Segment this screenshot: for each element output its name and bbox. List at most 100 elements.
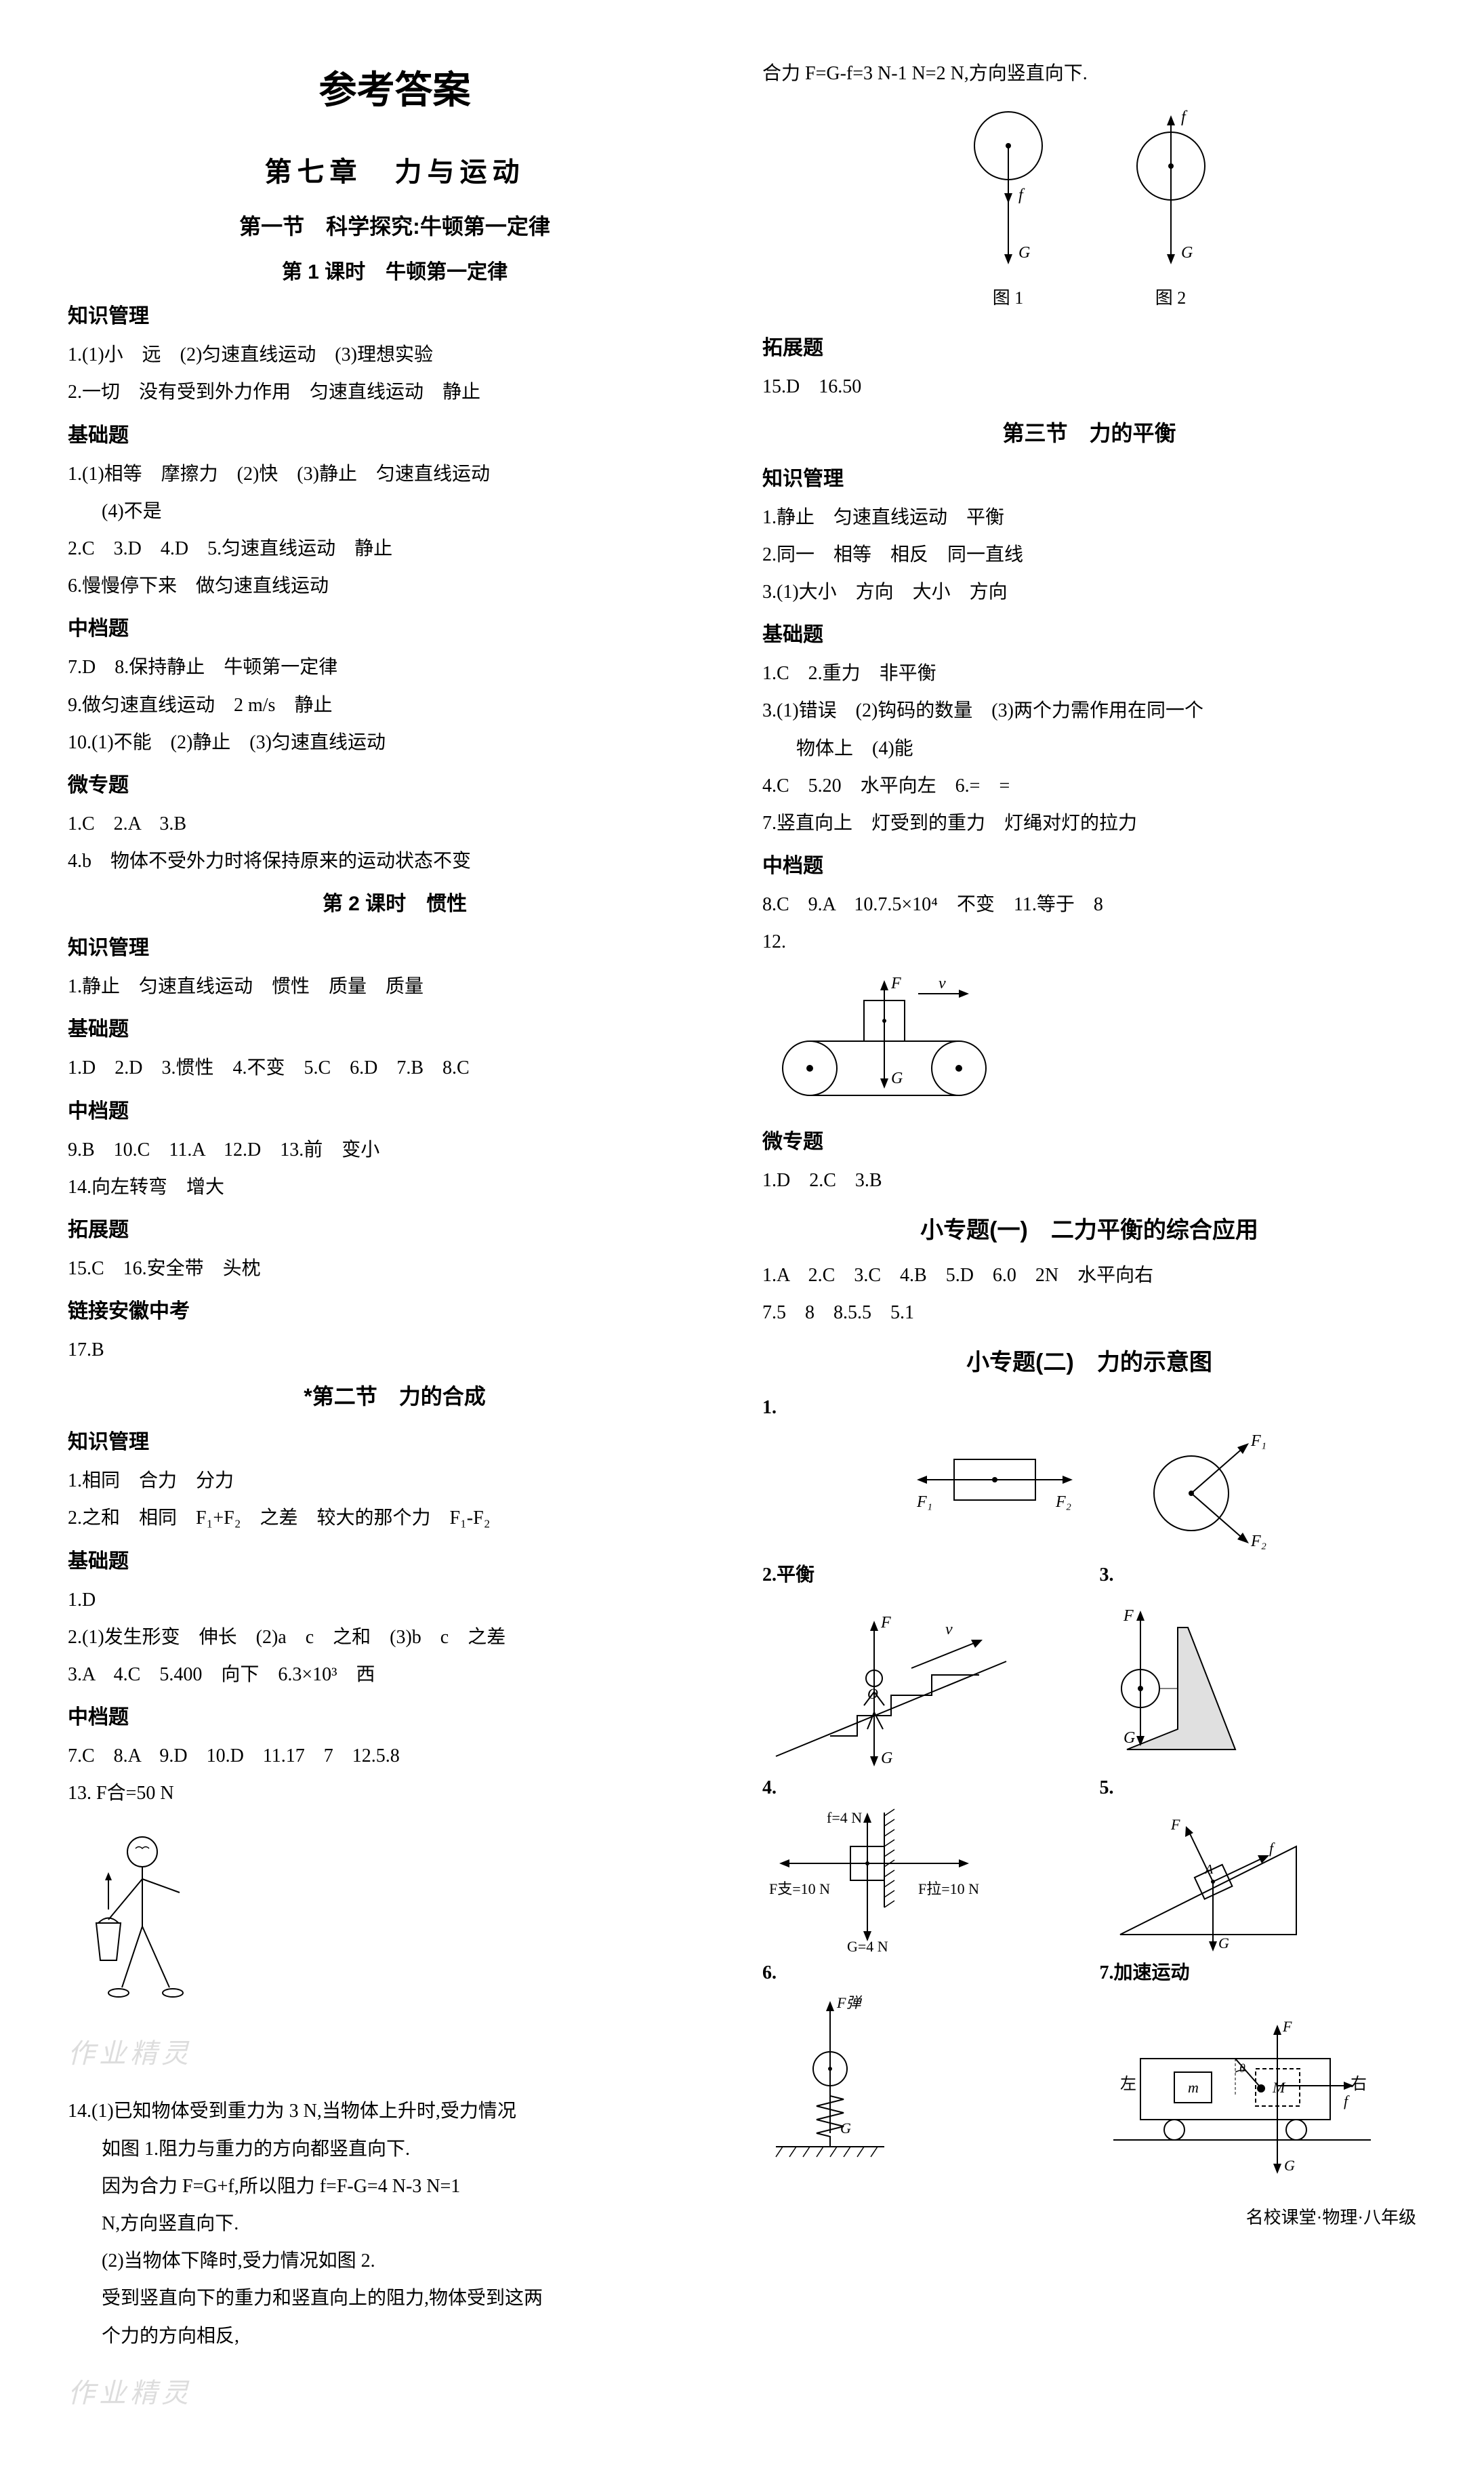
micro-header: 微专题 xyxy=(762,1123,1416,1161)
fig-num-3: 3. xyxy=(1100,1564,1114,1585)
svg-text:F₁: F₁ xyxy=(916,1493,932,1511)
svg-text:F₁: F₁ xyxy=(1250,1432,1266,1450)
text-line: 9.B 10.C 11.A 12.D 13.前 变小 xyxy=(68,1132,722,1168)
text-line: 7.D 8.保持静止 牛顿第一定律 xyxy=(68,649,722,685)
text-line: 1.A 2.C 3.C 4.B 5.D 6.0 2N 水平向右 xyxy=(762,1257,1416,1293)
svg-text:右: 右 xyxy=(1351,2075,1367,2093)
text-line: 受到竖直向下的重力和竖直向上的阻力,物体受到这两 xyxy=(68,2280,722,2316)
text-line: 个力的方向相反, xyxy=(68,2318,722,2354)
mid-header: 中档题 xyxy=(68,609,722,648)
svg-text:G: G xyxy=(840,2120,851,2137)
svg-text:G: G xyxy=(1284,2157,1295,2174)
chapter-title: 第七章 力与运动 xyxy=(68,146,722,198)
lesson1-title: 第 1 课时 牛顿第一定律 xyxy=(68,253,722,291)
text-line: 1.(1)小 远 (2)匀速直线运动 (3)理想实验 xyxy=(68,337,722,373)
text-line: 1.C 2.重力 非平衡 xyxy=(762,655,1416,691)
fig-num-6: 6. xyxy=(762,1962,777,1983)
figure-circles: f G 图 1 f xyxy=(762,105,1416,315)
figure-7: 7.加速运动 m M θ xyxy=(1100,1955,1417,2181)
text-line: 2.C 3.D 4.D 5.匀速直线运动 静止 xyxy=(68,531,722,567)
text-line: 6.慢慢停下来 做匀速直线运动 xyxy=(68,568,722,604)
svg-text:v: v xyxy=(939,975,946,992)
text-line: 4.b 物体不受外力时将保持原来的运动状态不变 xyxy=(68,843,722,879)
mid-header: 中档题 xyxy=(68,1092,722,1131)
svg-text:G: G xyxy=(1218,1935,1229,1952)
micro-header: 微专题 xyxy=(68,766,722,805)
svg-text:f=4 N: f=4 N xyxy=(827,1809,862,1826)
text-line: 1.(1)相等 摩擦力 (2)快 (3)静止 匀速直线运动 xyxy=(68,456,722,492)
text-line: 2.同一 相等 相反 同一直线 xyxy=(762,537,1416,573)
text-line: 物体上 (4)能 xyxy=(762,731,1416,767)
fig-num-5: 5. xyxy=(1100,1777,1114,1798)
svg-text:G: G xyxy=(1018,244,1030,262)
text-line: 9.做匀速直线运动 2 m/s 静止 xyxy=(68,687,722,723)
text-line: 1.C 2.A 3.B xyxy=(68,806,722,842)
text-line: 13. F合=50 N xyxy=(68,1775,722,1811)
fig1-label: 图 1 xyxy=(947,281,1069,315)
fig2-label: 图 2 xyxy=(1110,281,1232,315)
svg-text:f: f xyxy=(1018,186,1025,204)
figure-5: 5. A F f G xyxy=(1100,1770,1417,1955)
text-line: 3.(1)大小 方向 大小 方向 xyxy=(762,574,1416,610)
svg-text:F: F xyxy=(1170,1816,1180,1833)
watermark: 作业精灵 xyxy=(68,2368,722,2419)
text-line: 1.静止 匀速直线运动 惯性 质量 质量 xyxy=(68,969,722,1005)
basic-header: 基础题 xyxy=(68,416,722,455)
svg-text:G: G xyxy=(1124,1729,1135,1747)
basic-header: 基础题 xyxy=(762,615,1416,654)
text-line: N,方向竖直向下. xyxy=(68,2206,722,2242)
footer: 名校课堂·物理·八年级 xyxy=(762,2201,1416,2234)
svg-text:G: G xyxy=(1181,244,1193,262)
text-line: 1.D 2.D 3.惯性 4.不变 5.C 6.D 7.B 8.C xyxy=(68,1050,722,1086)
section1-title: 第一节 科学探究:牛顿第一定律 xyxy=(68,206,722,247)
watermark: 作业精灵 xyxy=(68,2028,722,2080)
svg-text:θ: θ xyxy=(1239,2061,1245,2075)
svg-text:F: F xyxy=(880,1614,891,1632)
text-line: 8.C 9.A 10.7.5×10⁴ 不变 11.等于 8 xyxy=(762,887,1416,923)
basic-header: 基础题 xyxy=(68,1010,722,1049)
fig-num-2: 2.平衡 xyxy=(762,1564,815,1585)
basic-header: 基础题 xyxy=(68,1542,722,1581)
figure-person-bucket xyxy=(68,1825,722,2015)
svg-text:左: 左 xyxy=(1120,2075,1136,2093)
svg-text:v: v xyxy=(945,1621,953,1638)
svg-text:G: G xyxy=(881,1750,892,1767)
text-line: 4.C 5.20 水平向左 6.= = xyxy=(762,768,1416,804)
topic1-title: 小专题(一) 二力平衡的综合应用 xyxy=(762,1209,1416,1253)
figure-conveyor: F G v xyxy=(762,973,1416,1109)
text-line: 14.向左转弯 增大 xyxy=(68,1169,722,1205)
lesson2-title: 第 2 课时 惯性 xyxy=(68,885,722,923)
svg-text:m: m xyxy=(1188,2079,1199,2096)
svg-text:F: F xyxy=(890,975,901,992)
text-line: 7.5 8 8.5.5 5.1 xyxy=(762,1295,1416,1331)
fig-num-7: 7.加速运动 xyxy=(1100,1962,1190,1983)
main-title: 参考答案 xyxy=(68,54,722,126)
svg-text:F: F xyxy=(1123,1607,1134,1625)
text-line: 7.竖直向上 灯受到的重力 灯绳对灯的拉力 xyxy=(762,805,1416,841)
figure-3: 3. F G xyxy=(1100,1557,1417,1769)
knowledge-header: 知识管理 xyxy=(68,929,722,967)
svg-text:F拉=10 N: F拉=10 N xyxy=(918,1880,979,1897)
figure-1: 1. F₁ F₂ F₁ xyxy=(762,1390,1416,1554)
text-line: 1.静止 匀速直线运动 平衡 xyxy=(762,500,1416,535)
svg-text:f: f xyxy=(1344,2092,1350,2109)
svg-text:F弹: F弹 xyxy=(836,1994,862,2011)
svg-text:O: O xyxy=(867,1685,878,1702)
text-line: 因为合力 F=G+f,所以阻力 f=F-G=4 N-3 N=1 xyxy=(68,2168,722,2204)
fig-num-1: 1. xyxy=(762,1397,777,1418)
svg-text:G: G xyxy=(891,1070,903,1087)
svg-text:F₂: F₂ xyxy=(1250,1533,1266,1550)
text-line: (2)当物体下降时,受力情况如图 2. xyxy=(68,2243,722,2279)
link-header: 链接安徽中考 xyxy=(68,1292,722,1331)
text-line: 合力 F=G-f=3 N-1 N=2 N,方向竖直向下. xyxy=(762,56,1416,92)
text-line: 1.D 2.C 3.B xyxy=(762,1162,1416,1198)
text-line: 15.D 16.50 xyxy=(762,369,1416,405)
text-line: 17.B xyxy=(68,1332,722,1368)
text-line: 2.之和 相同 F₁+F₂ 之差 较大的那个力 F₁-F₂ xyxy=(68,1500,722,1536)
text-line: 7.C 8.A 9.D 10.D 11.17 7 12.5.8 xyxy=(68,1738,722,1774)
svg-text:M: M xyxy=(1272,2079,1286,2096)
text-line: 12. xyxy=(762,924,1416,960)
text-line: 3.(1)错误 (2)钩码的数量 (3)两个力需作用在同一个 xyxy=(762,693,1416,729)
knowledge-header: 知识管理 xyxy=(68,1423,722,1461)
figure-4: 4. f=4 N xyxy=(762,1770,1079,1955)
